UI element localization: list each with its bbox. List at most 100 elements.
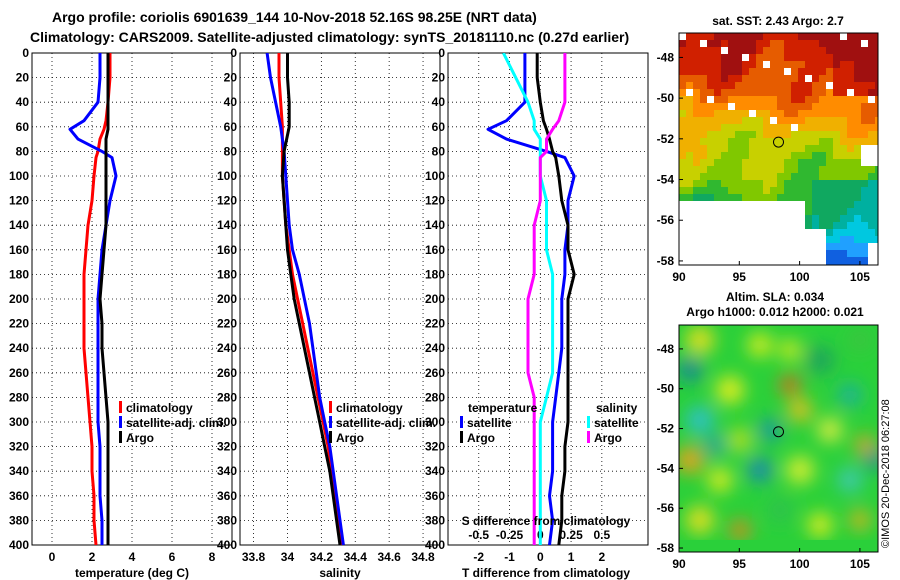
series-line-argo (280, 53, 342, 545)
x-tick-label: 8 (209, 550, 216, 564)
title-line-1: Argo profile: coriolis 6901639_144 10-No… (52, 9, 537, 25)
depth-tick-label: 120 (217, 194, 237, 208)
depth-tick-label: 360 (425, 489, 445, 503)
depth-tick-label: 240 (425, 341, 445, 355)
x-tick-label: 2 (89, 550, 96, 564)
legend-title-salinity: salinity (596, 401, 638, 415)
t-difference-axis-label: T difference from climatology (462, 566, 630, 580)
depth-tick-label: 380 (217, 513, 237, 527)
depth-tick-label: 360 (9, 489, 29, 503)
depth-tick-label: 380 (425, 513, 445, 527)
series-line-temperature-argo (535, 53, 576, 545)
argo-position-marker (773, 426, 784, 438)
depth-tick-label: 220 (217, 317, 237, 331)
series-line-temperature-satellite (486, 53, 576, 545)
s-tick-label: -0.5 (468, 528, 489, 542)
x-tick-label: 0 (537, 550, 544, 564)
depth-tick-label: 40 (16, 95, 30, 109)
sst-map: -48 -50 -52 -54 -56 -58 90 95 100 105 (657, 32, 879, 284)
depth-tick-label: 100 (217, 169, 237, 183)
x-tick-label: 34.4 (344, 550, 368, 564)
depth-tick-label: 160 (425, 243, 445, 257)
depth-tick-label: 400 (9, 538, 29, 552)
depth-tick-label: 300 (425, 415, 445, 429)
legend-title-temperature: temperature (468, 401, 538, 415)
series-line-satellite-adj-clim- (265, 53, 345, 545)
lat-tick-label: -50 (657, 91, 675, 105)
depth-tick-label: 260 (217, 366, 237, 380)
depth-tick-label: 20 (16, 71, 30, 85)
lon-tick-label: 95 (733, 557, 747, 571)
sla-map-ticks: -48 -50 -52 -54 -56 -58 90 95 100 105 (657, 342, 871, 571)
series-line-salinity-argo (526, 53, 567, 545)
depth-tick-label: 340 (217, 464, 237, 478)
x-tick-label: 34.6 (377, 550, 401, 564)
depth-tick-label: 240 (9, 341, 29, 355)
depth-tick-label: 400 (425, 538, 445, 552)
depth-tick-label: 20 (224, 71, 238, 85)
s-tick-label: 0.5 (594, 528, 611, 542)
depth-tick-label: 260 (425, 366, 445, 380)
depth-tick-label: 280 (425, 390, 445, 404)
depth-tick-label: 220 (425, 317, 445, 331)
series-line-satellite-adj-clim- (68, 53, 118, 545)
legend-label-s-satellite: satellite (594, 416, 639, 430)
legend-swatch-t-satellite (460, 416, 463, 428)
depth-tick-label: 120 (425, 194, 445, 208)
depth-tick-label: 120 (9, 194, 29, 208)
lat-tick-label: -58 (657, 541, 675, 555)
legend-label-t-satellite: satellite (467, 416, 512, 430)
depth-tick-label: 60 (16, 120, 30, 134)
salinity-axis-label: salinity (319, 566, 361, 580)
depth-tick-label: 80 (432, 144, 446, 158)
depth-tick-label: 400 (217, 538, 237, 552)
x-tick-label: 2 (599, 550, 606, 564)
depth-tick-label: 0 (438, 46, 445, 60)
legend-swatch-argo (329, 431, 332, 443)
x-tick-label: 0 (49, 550, 56, 564)
depth-tick-label: 280 (217, 390, 237, 404)
depth-tick-label: 220 (9, 317, 29, 331)
depth-tick-label: 320 (9, 440, 29, 454)
legend-label-argo: Argo (336, 431, 364, 445)
depth-tick-label: 60 (224, 120, 238, 134)
lon-tick-label: 90 (672, 557, 686, 571)
depth-tick-label: 100 (425, 169, 445, 183)
depth-tick-label: 180 (425, 267, 445, 281)
x-tick-labels: 0 2 4 6 8 33.8 34 34.2 34.4 34.6 34.8 -2 -1 0 1 2 -0.5 -0… (49, 528, 611, 564)
x-tick-label: 34.2 (310, 550, 334, 564)
salinity-legend: climatology satellite-adj. clim. Argo (329, 401, 436, 445)
legend-swatch-climatology (119, 401, 122, 413)
depth-tick-label: 160 (9, 243, 29, 257)
depth-tick-label: 20 (432, 71, 446, 85)
legend-swatch-satellite (329, 416, 332, 428)
legend-swatch-s-argo (587, 431, 590, 443)
lat-tick-label: -52 (657, 422, 675, 436)
depth-tick-label: 360 (217, 489, 237, 503)
s-difference-axis-label: S difference from climatology (462, 514, 631, 528)
temperature-axis-label: temperature (deg C) (75, 566, 189, 580)
lon-tick-label: 105 (850, 270, 870, 284)
legend-label-argo: Argo (126, 431, 154, 445)
sst-color-field (679, 33, 878, 265)
depth-tick-label: 300 (9, 415, 29, 429)
depth-tick-labels: 0204060801001201401601802002202402602803… (9, 46, 445, 552)
depth-tick-label: 100 (9, 169, 29, 183)
lat-tick-label: -56 (657, 501, 675, 515)
depth-tick-label: 0 (22, 46, 29, 60)
lat-tick-label: -54 (657, 461, 675, 475)
sla-map-subtitle: Argo h1000: 0.012 h2000: 0.021 (686, 305, 864, 319)
lon-tick-label: 90 (672, 270, 686, 284)
depth-tick-label: 40 (432, 95, 446, 109)
depth-tick-label: 320 (217, 440, 237, 454)
x-tick-label: 34.8 (411, 550, 435, 564)
lon-tick-label: 95 (733, 270, 747, 284)
lat-tick-label: -50 (657, 382, 675, 396)
lon-tick-label: 105 (850, 557, 870, 571)
depth-tick-label: 320 (425, 440, 445, 454)
argo-position-marker (773, 136, 784, 148)
lat-tick-label: -58 (657, 254, 675, 268)
temperature-legend: climatology satellite-adj. clim. Argo (119, 401, 226, 445)
legend-swatch-climatology (329, 401, 332, 413)
depth-tick-label: 80 (224, 144, 238, 158)
